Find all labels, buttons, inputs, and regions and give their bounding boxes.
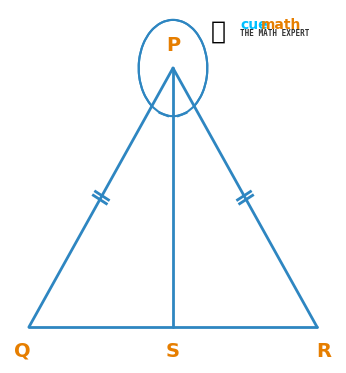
- Text: S: S: [166, 342, 180, 361]
- Text: math: math: [261, 18, 301, 32]
- Text: cue: cue: [240, 18, 267, 32]
- Text: 🚀: 🚀: [211, 20, 226, 44]
- Text: R: R: [317, 342, 331, 361]
- Text: Q: Q: [14, 342, 30, 361]
- Text: P: P: [166, 36, 180, 55]
- Text: THE MATH EXPERT: THE MATH EXPERT: [240, 29, 309, 38]
